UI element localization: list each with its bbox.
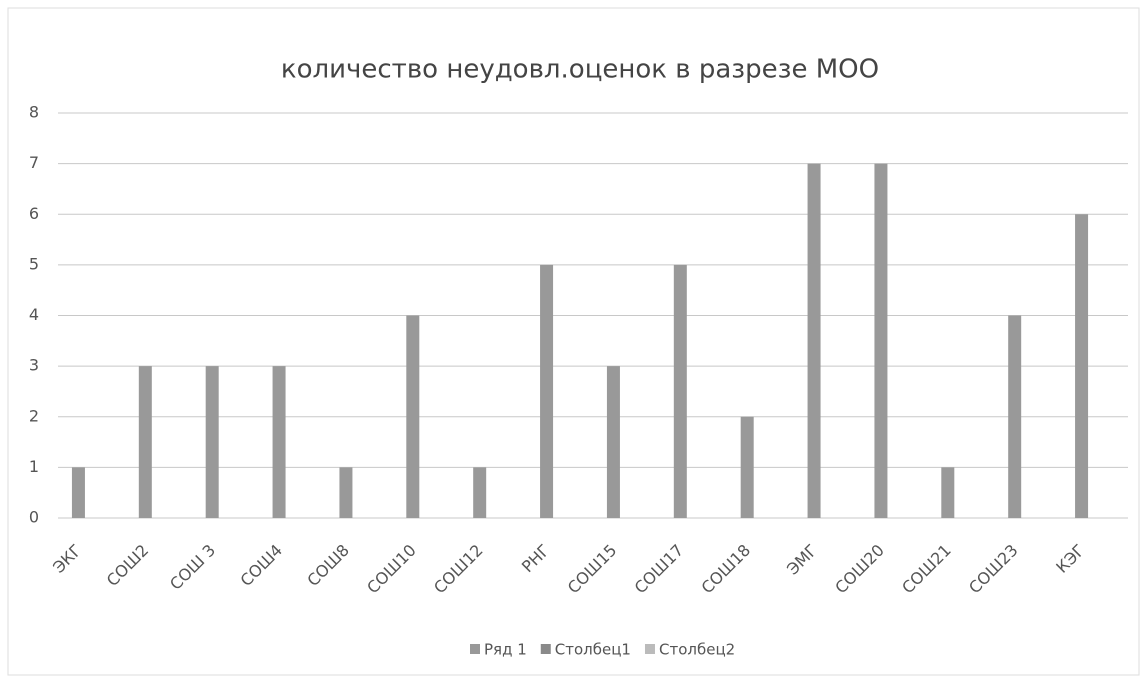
- bar: [540, 264, 554, 518]
- y-tick-label: 2: [29, 406, 39, 425]
- bar: [1075, 214, 1089, 518]
- legend-label: Столбец2: [659, 641, 735, 659]
- x-tick-label: СОШ20: [831, 541, 888, 598]
- bar: [1008, 315, 1022, 518]
- x-tick-label: СОШ 3: [166, 541, 219, 594]
- x-tick-label: КЭГ: [1052, 541, 1088, 577]
- y-tick-label: 1: [29, 457, 39, 476]
- y-tick-label: 8: [29, 103, 39, 122]
- legend-swatch: [644, 644, 655, 654]
- x-tick-label: ЭКГ: [49, 541, 85, 577]
- bar: [807, 163, 821, 518]
- chart-border: [7, 7, 1140, 676]
- x-tick-label: СОШ23: [965, 541, 1022, 598]
- x-tick-label: ЭМГ: [783, 541, 821, 579]
- y-tick-label: 4: [29, 305, 39, 324]
- x-tick-label: СОШ8: [303, 541, 353, 591]
- y-tick-label: 5: [29, 254, 39, 273]
- bar: [673, 264, 687, 518]
- bar: [874, 163, 888, 518]
- x-tick-label: СОШ18: [697, 541, 754, 598]
- x-tick-label: СОШ21: [898, 541, 955, 598]
- legend-label: Ряд 1: [484, 641, 527, 659]
- x-tick-label: РНГ: [518, 541, 554, 577]
- x-tick-label: СОШ4: [237, 541, 287, 591]
- bar: [272, 366, 286, 518]
- y-tick-label: 6: [29, 204, 39, 223]
- bar: [138, 366, 152, 518]
- y-tick-label: 3: [29, 356, 39, 375]
- x-tick-label: СОШ2: [103, 541, 153, 591]
- x-tick-label: СОШ10: [363, 541, 420, 598]
- bar: [473, 467, 487, 518]
- chart-title: количество неудовл.оценок в разрезе МОО: [281, 55, 879, 85]
- legend-swatch: [540, 644, 551, 654]
- bar: [71, 467, 85, 518]
- bar: [606, 366, 620, 518]
- legend-swatch: [470, 644, 480, 654]
- x-tick-label: СОШ15: [564, 541, 621, 598]
- bar: [941, 467, 955, 518]
- bar: [205, 366, 219, 518]
- bar: [740, 416, 754, 518]
- legend-label: Столбец1: [555, 641, 631, 659]
- x-tick-label: СОШ17: [631, 541, 688, 598]
- y-tick-label: 0: [29, 508, 39, 527]
- bar: [406, 315, 420, 518]
- y-tick-label: 7: [29, 153, 39, 172]
- x-tick-label: СОШ12: [430, 541, 487, 598]
- bar: [339, 467, 353, 518]
